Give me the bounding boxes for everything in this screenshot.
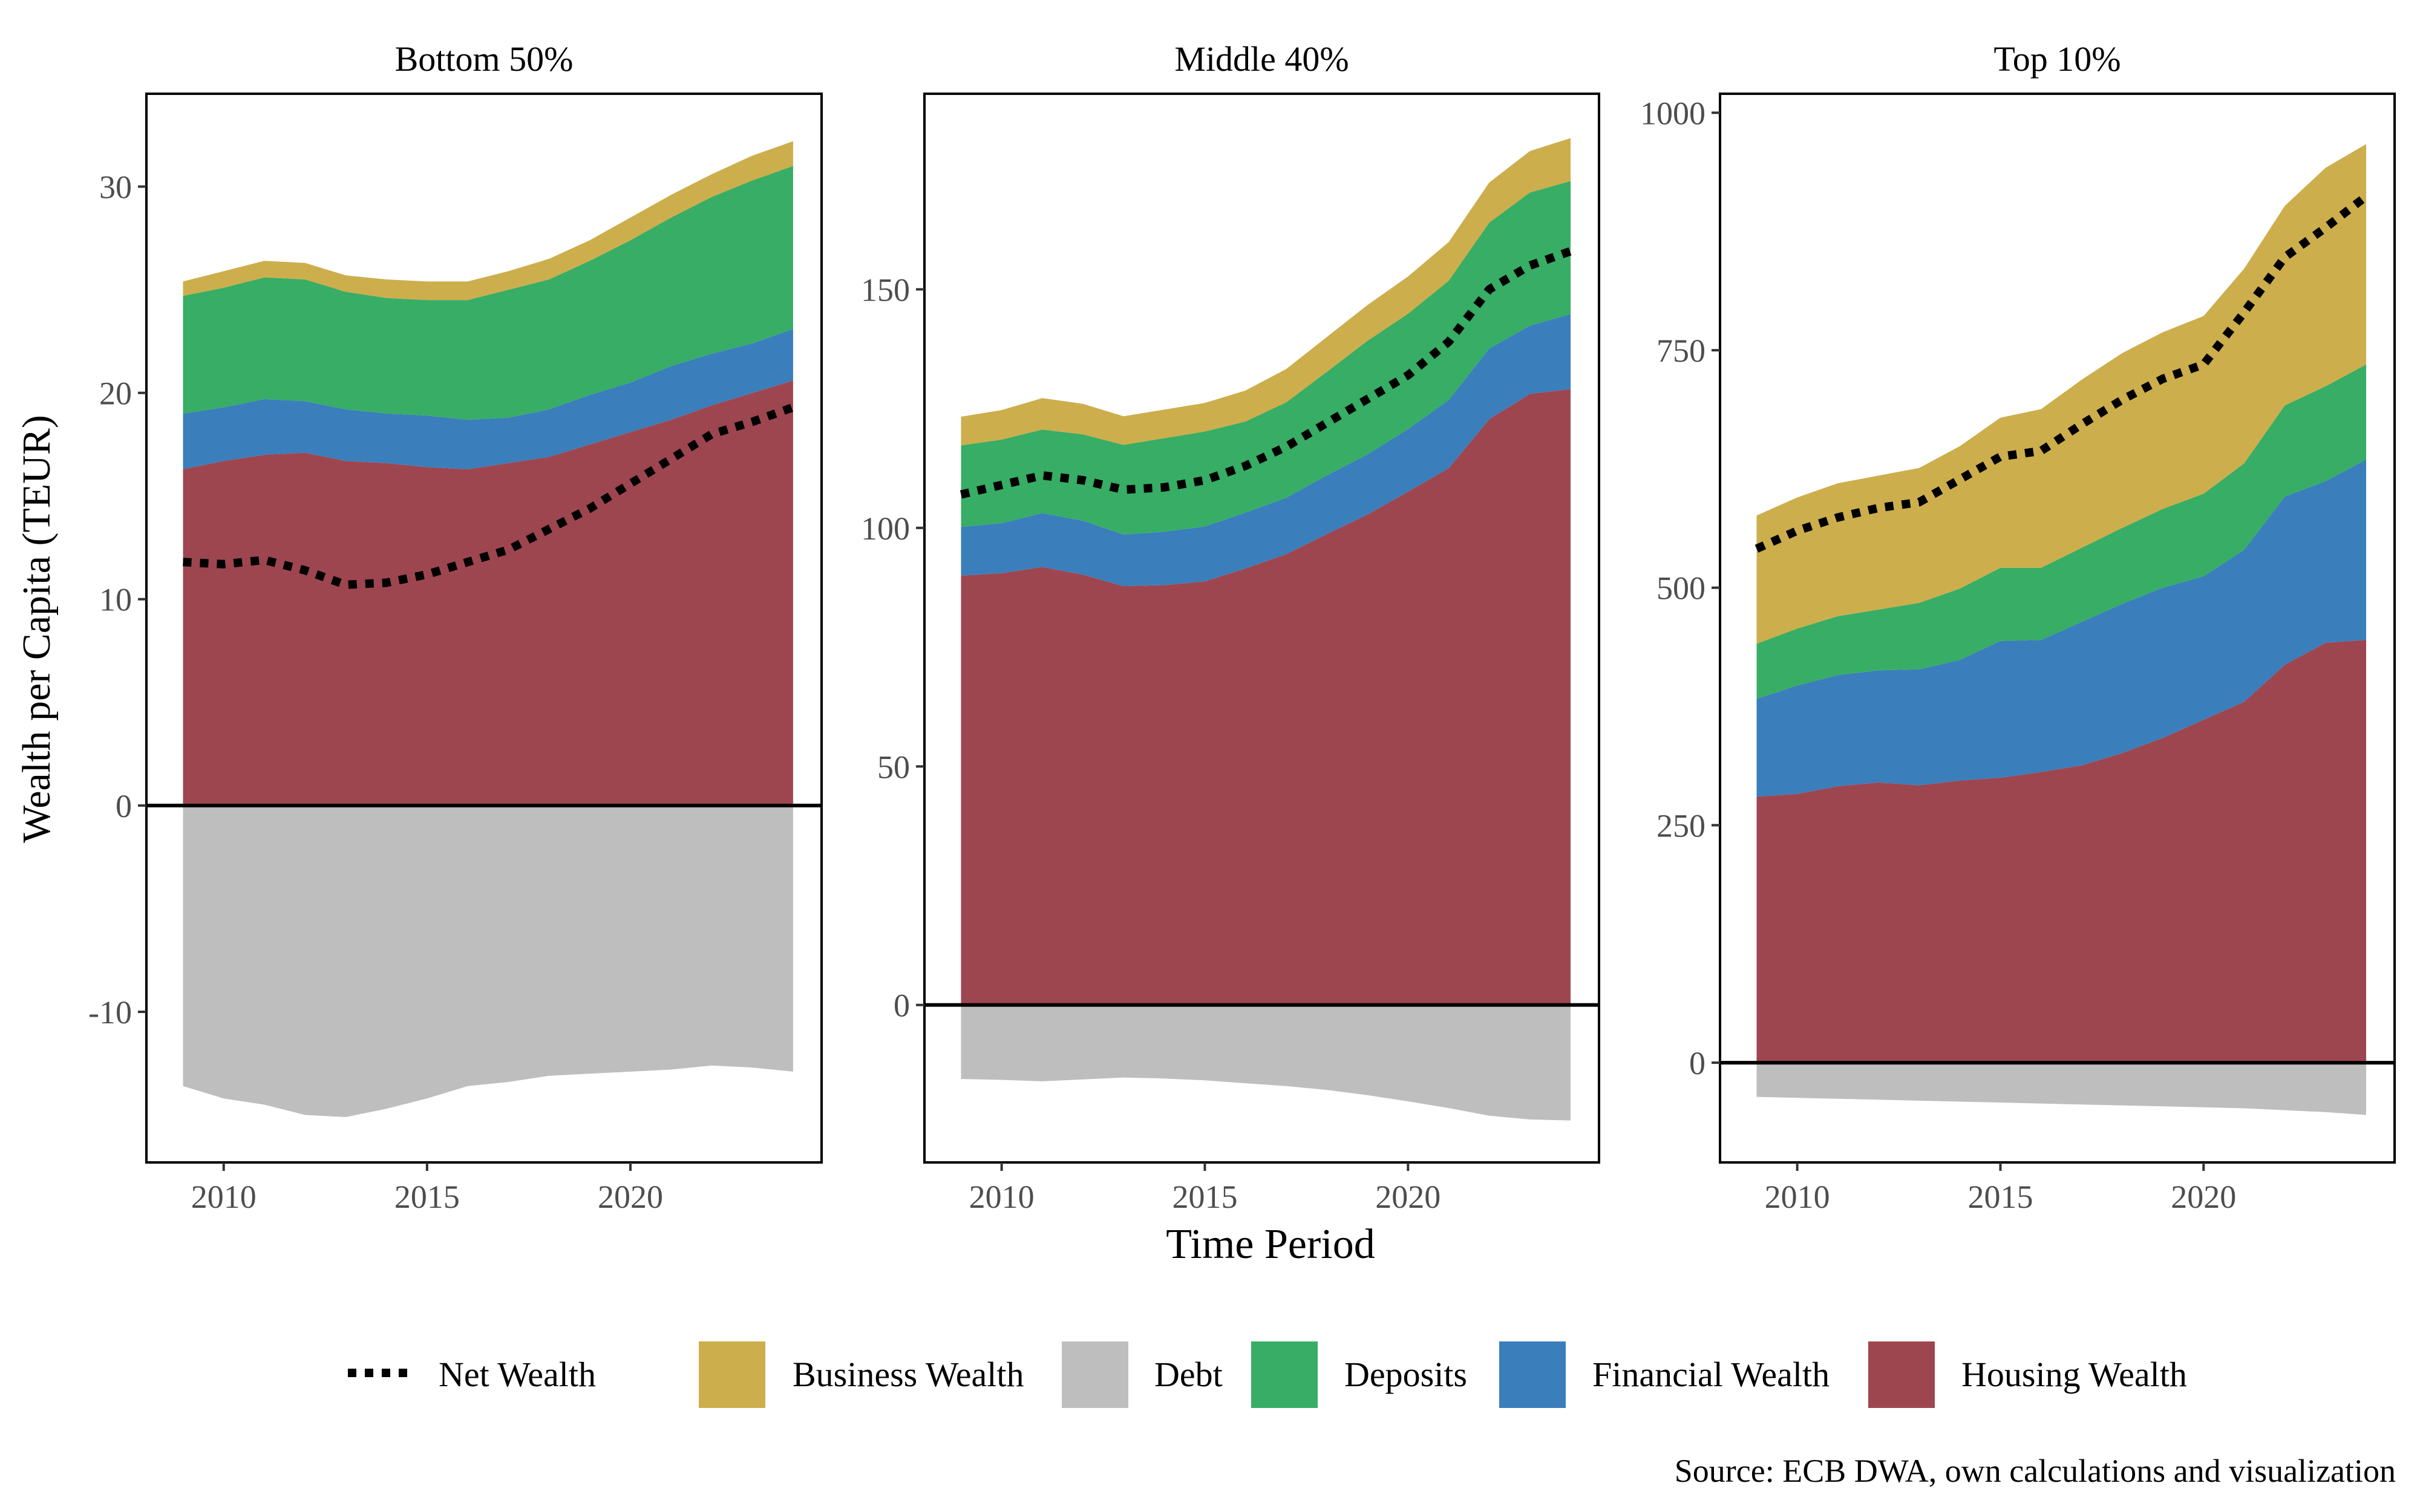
y-tick-label: 100 (861, 510, 910, 547)
financial-area (961, 314, 1571, 587)
plot-area (1720, 144, 2395, 1115)
x-tick-label: 2010 (969, 1179, 1035, 1215)
net-wealth-line (183, 403, 795, 589)
financial-key (1499, 1341, 1566, 1408)
x-tick-label: 2010 (1765, 1179, 1830, 1215)
x-tick-label: 2020 (1375, 1179, 1441, 1215)
panel-border (145, 93, 823, 1164)
legend-label: Debt (1154, 1355, 1223, 1394)
legend: Net Wealth Business Wealth Debt Deposits Fin… (348, 1341, 2187, 1408)
y-tick-label: 250 (1656, 807, 1705, 844)
x-tick-label: 2020 (2171, 1179, 2236, 1215)
legend-item-business: Business Wealth (699, 1341, 1024, 1408)
y-tick-label: 150 (861, 272, 910, 308)
housing-key (1868, 1341, 1935, 1408)
legend-item-debt: Debt (1062, 1341, 1223, 1408)
y-tick-label: 1000 (1640, 95, 1705, 131)
legend-item-deposits: Deposits (1251, 1341, 1467, 1408)
panel-title: Bottom 50% (395, 39, 574, 79)
x-tick-label: 2020 (598, 1179, 663, 1215)
debt-key (1062, 1341, 1128, 1408)
business-area (1756, 144, 2366, 644)
panel-2: Middle 40% 0 50 100 150 2010 2015 2020 (861, 39, 1600, 1215)
panel-border (1719, 93, 2396, 1164)
x-axis-label: Time Period (1166, 1221, 1375, 1268)
housing-area (183, 380, 793, 806)
debt-area (183, 805, 793, 1117)
legend-label: Housing Wealth (1961, 1355, 2187, 1394)
net-wealth-line (960, 247, 1572, 499)
y-tick-label: 10 (99, 582, 132, 618)
panel-title: Middle 40% (1174, 39, 1349, 79)
legend-label: Deposits (1344, 1355, 1467, 1394)
y-tick-label: 20 (99, 376, 132, 412)
panel-1: Bottom 50% -10 0 10 20 30 2010 2015 2020 (88, 39, 823, 1215)
plot-area (924, 138, 1599, 1121)
source-note: Source: ECB DWA, own calculations and vi… (1675, 1453, 2396, 1489)
business-key (699, 1341, 765, 1408)
plot-area (146, 141, 822, 1117)
deposits-area (183, 166, 793, 420)
legend-label: Financial Wealth (1592, 1355, 1830, 1394)
x-tick-label: 2010 (191, 1179, 257, 1215)
deposits-area (961, 181, 1571, 535)
y-tick-label: -10 (88, 994, 132, 1031)
deposits-key (1251, 1341, 1318, 1408)
debt-area (961, 1005, 1571, 1121)
y-tick-label: 30 (99, 169, 132, 206)
y-tick-label: 0 (1689, 1045, 1705, 1081)
legend-item-financial: Financial Wealth (1499, 1341, 1830, 1408)
debt-area (1756, 1063, 2366, 1115)
panel-3: Top 10% 0 250 500 750 1000 2010 2015 2020 (1640, 39, 2396, 1215)
legend-item-housing: Housing Wealth (1868, 1341, 2187, 1408)
y-axis-label: Wealth per Capita (TEUR) (15, 415, 59, 843)
y-tick-label: 500 (1656, 570, 1705, 607)
housing-area (1756, 640, 2366, 1063)
x-tick-label: 2015 (1172, 1179, 1237, 1215)
y-tick-label: 50 (877, 749, 910, 785)
x-tick-label: 2015 (1967, 1179, 2033, 1215)
housing-area (961, 389, 1571, 1005)
legend-label: Business Wealth (793, 1355, 1024, 1394)
business-area (961, 138, 1571, 446)
y-tick-label: 0 (894, 988, 910, 1024)
panel-title: Top 10% (1993, 39, 2121, 79)
financial-area (183, 328, 793, 469)
financial-area (1756, 459, 2366, 797)
x-tick-label: 2015 (394, 1179, 460, 1215)
y-tick-label: 0 (116, 788, 132, 824)
panel-border (923, 93, 1600, 1164)
legend-label: Net Wealth (439, 1355, 596, 1394)
y-tick-label: 750 (1656, 333, 1705, 369)
legend-item-net: Net Wealth (348, 1355, 596, 1394)
deposits-area (1756, 364, 2366, 699)
net-wealth-line (1754, 193, 2369, 553)
